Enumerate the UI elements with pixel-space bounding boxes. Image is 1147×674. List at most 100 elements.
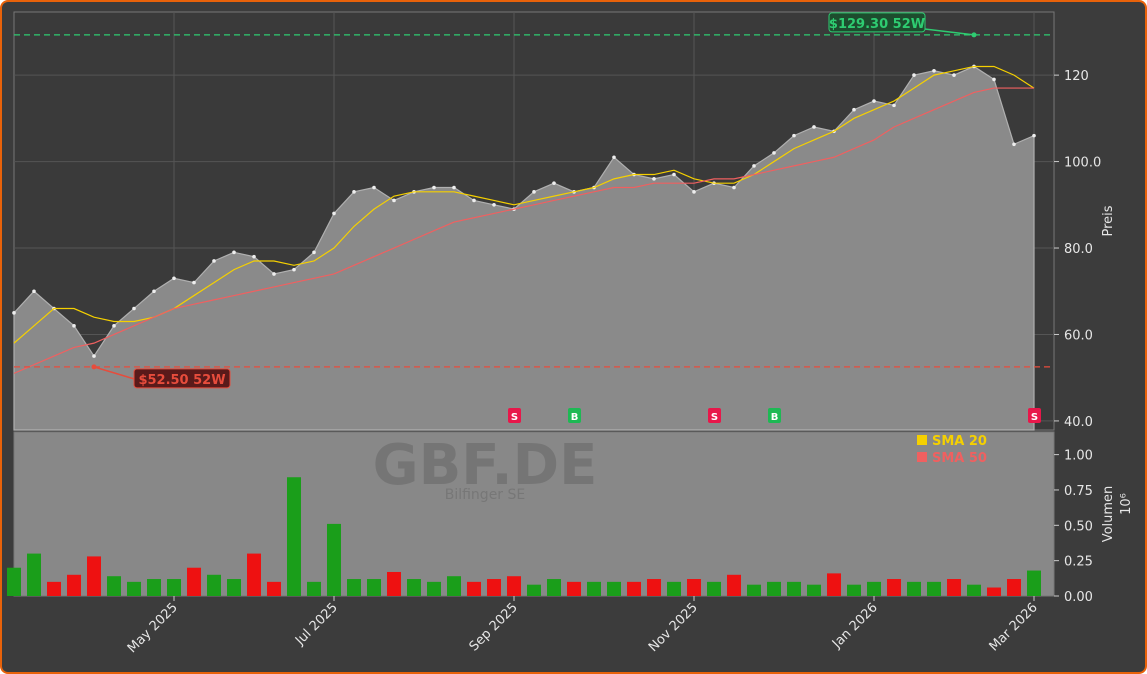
x-tick-label: Jul 2025 xyxy=(292,600,341,649)
price-point xyxy=(212,259,216,263)
volume-bar xyxy=(587,581,601,596)
volume-bar xyxy=(767,581,781,596)
price-point xyxy=(492,202,496,207)
volume-bar xyxy=(207,574,221,596)
high-badge xyxy=(828,12,926,33)
signal-badge xyxy=(768,408,781,423)
price-point xyxy=(912,73,916,77)
sma-line xyxy=(13,87,1034,374)
price-point xyxy=(472,198,476,203)
price-point xyxy=(432,185,436,190)
price-point xyxy=(232,250,236,255)
volume-bar xyxy=(507,576,521,596)
volume-bar xyxy=(827,573,841,596)
price-point xyxy=(612,155,616,160)
signal-label: B xyxy=(771,412,779,423)
signal-label: S xyxy=(711,412,718,423)
price-point xyxy=(992,77,996,82)
price-point xyxy=(192,280,196,285)
y-tick-label: 120 xyxy=(1064,69,1089,84)
y-tick-label: 80.0 xyxy=(1064,242,1093,257)
volume-bar xyxy=(367,579,381,596)
volume-bar xyxy=(427,581,441,596)
price-point xyxy=(292,267,296,272)
volume-bar xyxy=(407,579,421,596)
company-watermark: Bilfinger SE xyxy=(445,487,526,503)
price-point xyxy=(12,311,16,315)
volume-bar xyxy=(847,584,861,596)
volume-bar xyxy=(187,567,201,596)
price-point xyxy=(532,190,536,194)
price-point xyxy=(792,133,796,138)
signal-label: S xyxy=(511,412,518,423)
volume-bar xyxy=(927,581,941,596)
y-tick-label: 0.00 xyxy=(1064,590,1093,605)
volume-bar xyxy=(47,581,61,596)
volume-bar xyxy=(247,553,261,596)
low-label: $52.50 52W xyxy=(138,373,225,388)
low-badge xyxy=(133,368,231,389)
volume-bar xyxy=(527,584,541,596)
legend-label: SMA 20 xyxy=(932,434,987,449)
volume-bar xyxy=(987,587,1001,596)
price-point xyxy=(932,68,936,73)
price-point xyxy=(272,272,276,276)
volume-bar xyxy=(947,579,961,596)
signal-badge xyxy=(1028,408,1041,423)
price-point xyxy=(872,99,876,103)
price-point xyxy=(672,172,676,177)
price-point xyxy=(1012,142,1016,147)
volume-bar xyxy=(87,556,101,596)
volume-bar xyxy=(167,579,181,596)
y-tick-label: 0.75 xyxy=(1064,484,1093,499)
volume-bar xyxy=(787,581,801,596)
volume-bar xyxy=(287,477,301,596)
price-point xyxy=(812,125,816,129)
volume-bar xyxy=(27,553,41,596)
volume-bar xyxy=(667,581,681,596)
y-tick-label: 100.0 xyxy=(1064,156,1101,171)
price-point xyxy=(892,103,896,108)
ticker-watermark: GBF.DE xyxy=(373,433,598,498)
volume-bar xyxy=(107,576,121,596)
price-point xyxy=(952,73,956,77)
volume-bar xyxy=(487,579,501,596)
legend-label: SMA 50 xyxy=(932,451,987,466)
volume-bar xyxy=(467,581,481,596)
volume-bar xyxy=(267,581,281,596)
volume-bar xyxy=(127,581,141,596)
price-point xyxy=(392,198,396,203)
volume-bar xyxy=(707,581,721,596)
y-axis-exponent: 10⁶ xyxy=(1119,493,1134,515)
price-point xyxy=(332,211,336,216)
price-point xyxy=(692,190,696,194)
low-point xyxy=(91,364,97,370)
y-tick-label: 0.25 xyxy=(1064,555,1093,570)
y-tick-label: 0.50 xyxy=(1064,519,1093,534)
x-tick-label: Jan 2026 xyxy=(829,600,881,652)
high-point xyxy=(971,32,977,38)
volume-bar xyxy=(447,576,461,596)
price-point xyxy=(1032,133,1036,138)
volume-bar xyxy=(567,581,581,596)
price-point xyxy=(852,107,856,112)
price-point xyxy=(92,354,96,358)
volume-bar xyxy=(647,579,661,596)
volume-bar xyxy=(387,571,401,596)
sma-line xyxy=(13,65,1035,344)
price-point xyxy=(132,306,136,311)
signal-badge xyxy=(508,408,521,423)
signal-badge xyxy=(568,408,581,423)
price-point xyxy=(652,177,656,181)
price-point xyxy=(152,289,156,294)
price-point xyxy=(732,185,736,190)
signal-badge xyxy=(708,408,721,423)
high-label: $129.30 52W xyxy=(829,17,925,32)
low-arrow xyxy=(93,366,135,380)
volume-bar xyxy=(907,581,921,596)
price-point xyxy=(72,324,76,328)
legend-swatch xyxy=(917,452,927,462)
volume-bar xyxy=(887,579,901,596)
